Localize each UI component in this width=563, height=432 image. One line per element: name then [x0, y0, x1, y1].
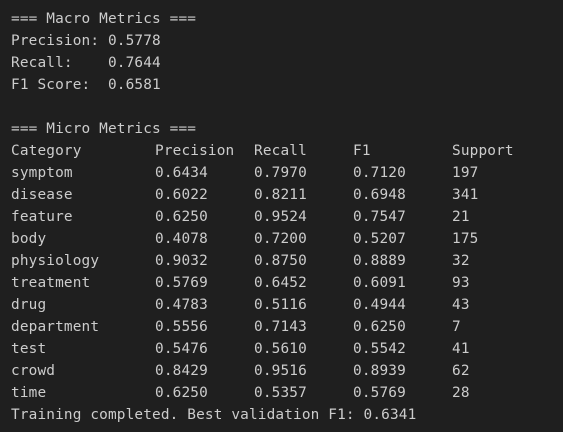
cell-precision: 0.4783 — [155, 297, 208, 313]
table-row: body 0.4078 0.7200 0.5207 175 — [11, 228, 563, 250]
cell-support: 7 — [452, 319, 461, 335]
cell-support: 21 — [452, 209, 470, 225]
cell-recall: 0.8750 — [254, 253, 307, 269]
cell-precision: 0.4078 — [155, 231, 208, 247]
cell-recall: 0.9516 — [254, 363, 307, 379]
cell-recall: 0.9524 — [254, 209, 307, 225]
cell-recall: 0.8211 — [254, 187, 307, 203]
column-header-recall: Recall — [254, 143, 307, 159]
cell-f1: 0.7120 — [353, 165, 406, 181]
cell-support: 197 — [452, 165, 479, 181]
micro-metrics-header: === Micro Metrics === — [11, 121, 197, 137]
macro-precision-line: Precision: 0.5778 — [11, 33, 161, 49]
cell-precision: 0.6250 — [155, 385, 208, 401]
cell-recall: 0.7200 — [254, 231, 307, 247]
cell-precision: 0.5769 — [155, 275, 208, 291]
cell-support: 341 — [452, 187, 479, 203]
metrics-table-header: Category Precision Recall F1 Support — [11, 140, 563, 162]
cell-f1: 0.8939 — [353, 363, 406, 379]
cell-recall: 0.5357 — [254, 385, 307, 401]
table-row: department 0.5556 0.7143 0.6250 7 — [11, 316, 563, 338]
cell-category: body — [11, 231, 47, 247]
cell-support: 93 — [452, 275, 470, 291]
cell-f1: 0.8889 — [353, 253, 406, 269]
cell-f1: 0.5542 — [353, 341, 406, 357]
cell-f1: 0.4944 — [353, 297, 406, 313]
cell-f1: 0.6091 — [353, 275, 406, 291]
cell-recall: 0.5116 — [254, 297, 307, 313]
cell-f1: 0.6250 — [353, 319, 406, 335]
blank-line — [11, 96, 563, 118]
cell-support: 62 — [452, 363, 470, 379]
macro-recall-line: Recall: 0.7644 — [11, 55, 161, 71]
cell-category: time — [11, 385, 47, 401]
cell-precision: 0.6434 — [155, 165, 208, 181]
training-complete-line: Training completed. Best validation F1: … — [11, 407, 417, 423]
cell-category: test — [11, 341, 47, 357]
table-row: time 0.6250 0.5357 0.5769 28 — [11, 382, 563, 404]
cell-precision: 0.6250 — [155, 209, 208, 225]
cell-category: treatment — [11, 275, 91, 291]
cell-category: crowd — [11, 363, 56, 379]
cell-support: 28 — [452, 385, 470, 401]
cell-precision: 0.8429 — [155, 363, 208, 379]
metrics-table-body: symptom 0.6434 0.7970 0.7120 197 disease 0.602… — [11, 162, 563, 404]
table-row: feature 0.6250 0.9524 0.7547 21 — [11, 206, 563, 228]
cell-recall: 0.6452 — [254, 275, 307, 291]
table-row: symptom 0.6434 0.7970 0.7120 197 — [11, 162, 563, 184]
cell-support: 43 — [452, 297, 470, 313]
cell-precision: 0.5476 — [155, 341, 208, 357]
macro-metrics-header: === Macro Metrics === — [11, 11, 197, 27]
cell-precision: 0.5556 — [155, 319, 208, 335]
cell-recall: 0.7143 — [254, 319, 307, 335]
column-header-f1: F1 — [353, 143, 371, 159]
cell-category: physiology — [11, 253, 100, 269]
table-row: treatment 0.5769 0.6452 0.6091 93 — [11, 272, 563, 294]
macro-f1-line: F1 Score: 0.6581 — [11, 77, 161, 93]
cell-support: 41 — [452, 341, 470, 357]
column-header-support: Support — [452, 143, 514, 159]
cell-support: 175 — [452, 231, 479, 247]
column-header-category: Category — [11, 143, 82, 159]
table-row: physiology 0.9032 0.8750 0.8889 32 — [11, 250, 563, 272]
cell-category: department — [11, 319, 100, 335]
cell-recall: 0.5610 — [254, 341, 307, 357]
cell-f1: 0.7547 — [353, 209, 406, 225]
cell-precision: 0.6022 — [155, 187, 208, 203]
cell-category: disease — [11, 187, 73, 203]
table-row: drug 0.4783 0.5116 0.4944 43 — [11, 294, 563, 316]
cell-category: drug — [11, 297, 47, 313]
table-row: disease 0.6022 0.8211 0.6948 341 — [11, 184, 563, 206]
cell-precision: 0.9032 — [155, 253, 208, 269]
terminal-output: === Macro Metrics === Precision: 0.5778 … — [11, 8, 563, 432]
cell-f1: 0.5769 — [353, 385, 406, 401]
column-header-precision: Precision — [155, 143, 235, 159]
cell-recall: 0.7970 — [254, 165, 307, 181]
cell-f1: 0.5207 — [353, 231, 406, 247]
cell-f1: 0.6948 — [353, 187, 406, 203]
cell-support: 32 — [452, 253, 470, 269]
cell-category: symptom — [11, 165, 73, 181]
cell-category: feature — [11, 209, 73, 225]
table-row: crowd 0.8429 0.9516 0.8939 62 — [11, 360, 563, 382]
table-row: test 0.5476 0.5610 0.5542 41 — [11, 338, 563, 360]
